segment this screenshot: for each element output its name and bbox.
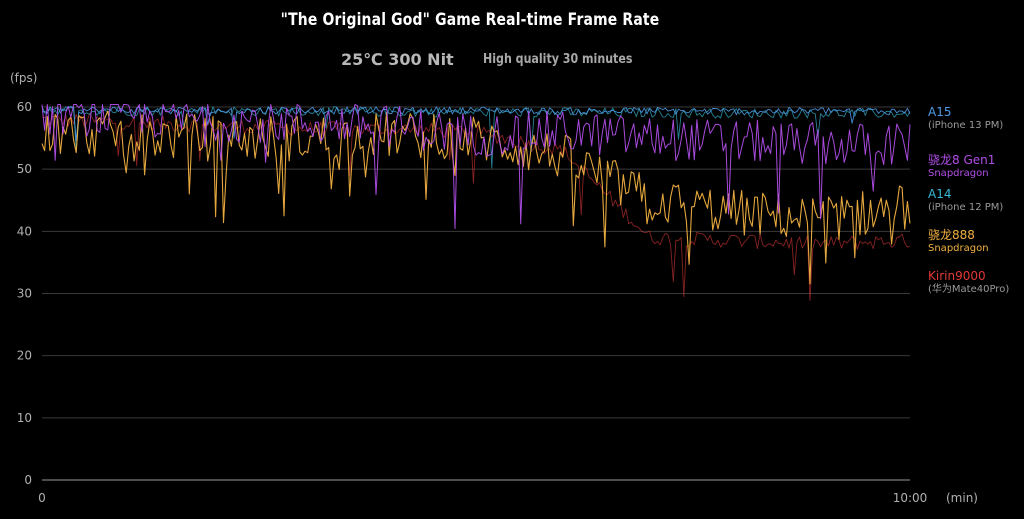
y-tick-labels: 0 10 20 30 40 50 60: [17, 100, 32, 487]
y-tick-label: 60: [17, 100, 32, 114]
series-lines: [41, 104, 911, 301]
legend-entry: A15 (iPhone 13 PM): [928, 105, 1004, 131]
legend-entry-name: 骁龙8 Gen1: [928, 153, 996, 167]
series-line-3: [41, 110, 911, 285]
chart-title: "The Original God" Game Real-time Frame …: [280, 10, 660, 30]
y-tick-label: 40: [17, 224, 32, 238]
legend-entry-sub: (iPhone 13 PM): [928, 119, 1004, 131]
legend-entry-sub: Snapdragon: [928, 242, 989, 254]
legend-entry: Kirin9000 (华为Mate40Pro): [928, 269, 1010, 295]
chart-subtitle: 25℃ 300 Nit: [341, 50, 454, 69]
legend-entry-sub: (华为Mate40Pro): [928, 283, 1010, 295]
chart-condition: High quality 30 minutes: [483, 52, 633, 67]
grid-lines: [42, 106, 910, 481]
legend-entry-name: 骁龙888: [928, 228, 975, 242]
y-tick-label: 30: [17, 287, 32, 301]
legend-entry-name: A15: [928, 105, 952, 119]
y-tick-label: 50: [17, 162, 32, 176]
legend-entry: A14 (iPhone 12 PM): [928, 187, 1004, 213]
x-axis-label: (min): [946, 491, 978, 505]
legend-entry-sub: Snapdragon: [928, 167, 989, 179]
series-line-0: [41, 105, 911, 142]
x-tick-labels: 0 10:00: [38, 491, 927, 505]
y-tick-label: 0: [24, 473, 32, 487]
legend-entry: 骁龙888 Snapdragon: [928, 228, 989, 254]
x-tick-label: 0: [38, 491, 46, 505]
legend-entry-name: A14: [928, 187, 952, 201]
series-line-1: [41, 104, 911, 230]
legend-entry-name: Kirin9000: [928, 269, 986, 283]
y-tick-label: 20: [17, 349, 32, 363]
y-axis-label: (fps): [10, 71, 37, 85]
x-tick-label: 10:00: [893, 491, 928, 505]
legend-entry-sub: (iPhone 12 PM): [928, 201, 1004, 213]
legend-entry: 骁龙8 Gen1 Snapdragon: [928, 153, 996, 179]
y-tick-label: 10: [17, 411, 32, 425]
